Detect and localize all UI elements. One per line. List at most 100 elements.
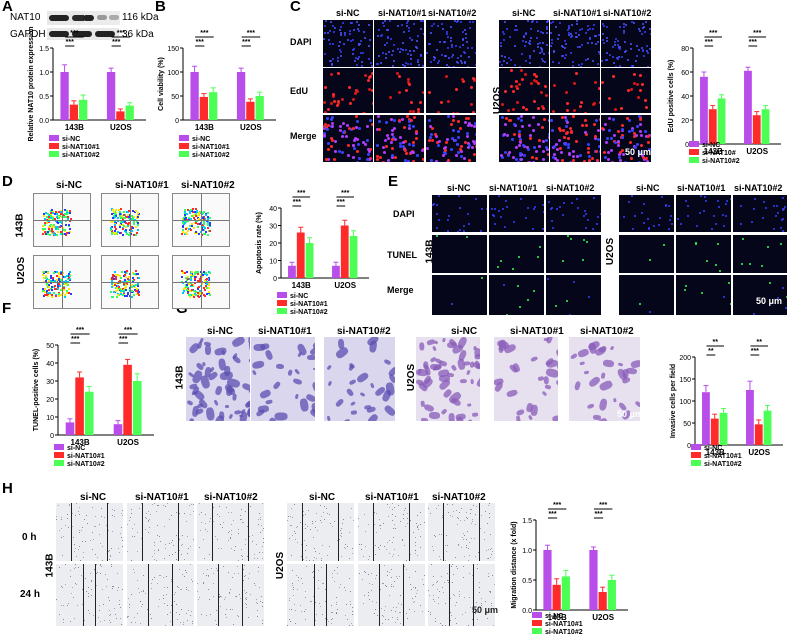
sig-label: *** — [297, 190, 305, 197]
legend-swatch — [179, 135, 189, 141]
legend-label: si-NC — [702, 142, 720, 149]
legend-swatch — [691, 460, 701, 466]
wound-tile-1-1-0 — [358, 503, 425, 561]
sig-label: *** — [753, 30, 761, 37]
g-col-n2-u2os: si-NAT10#2 — [580, 326, 634, 337]
c-col-nc-143b: si-NC — [336, 8, 360, 18]
y-tick-label: 0.0 — [39, 118, 49, 125]
y-tick-label: 50 — [46, 343, 54, 350]
y-tick-label: 100 — [679, 399, 691, 406]
wound-tile-0-2-1 — [197, 564, 264, 626]
bar — [75, 377, 84, 435]
sig-label: *** — [117, 30, 125, 37]
legend-label: si-NC — [62, 136, 80, 143]
y-tick-label: 0.0 — [522, 608, 532, 615]
h-col-n1-143b: si-NAT10#1 — [135, 492, 189, 503]
y-axis-label: Apoptosis rate (%) — [256, 212, 263, 274]
bar — [288, 265, 296, 278]
sig-label: *** — [119, 336, 127, 343]
e-col-n1-143b: si-NAT10#1 — [489, 183, 538, 193]
y-tick-label: 50 — [683, 421, 691, 428]
y-tick-label: 0.5 — [39, 94, 49, 101]
legend-swatch — [689, 149, 699, 155]
legend-label: si-NAT10#2 — [290, 309, 328, 316]
sig-label: *** — [66, 39, 74, 46]
sig-label: *** — [337, 199, 345, 206]
x-tick-label: 143B — [548, 613, 567, 622]
transwell-tile-0-2 — [324, 337, 395, 421]
bar — [79, 99, 88, 120]
g-col-nc-u2os: si-NC — [451, 326, 478, 337]
c-row-dapi: DAPI — [290, 37, 312, 47]
legend-swatch — [49, 143, 59, 149]
bar — [719, 412, 728, 445]
bar — [340, 225, 349, 278]
sig-label: *** — [70, 30, 78, 37]
bar — [717, 98, 726, 144]
transwell-tile-1-2 — [569, 337, 640, 421]
legend-label: si-NAT10#2 — [62, 152, 100, 159]
wound-tile-0-0-0 — [56, 503, 123, 561]
tunel-tile-0-1-2 — [489, 275, 544, 315]
y-axis-label: Invasive cells per field — [670, 364, 677, 438]
sig-label: ** — [708, 348, 714, 355]
x-tick-label: U2OS — [592, 613, 614, 622]
wound-tile-1-1-1 — [358, 564, 425, 626]
x-tick-label: U2OS — [240, 123, 262, 132]
x-tick-label: 143B — [195, 123, 214, 132]
bar — [65, 422, 75, 435]
panel-label-d: D — [2, 173, 13, 190]
edu-tile-dapi-0-0 — [323, 20, 373, 67]
sig-label: *** — [76, 327, 84, 334]
bar — [116, 111, 125, 120]
h-col-n2-u2os: si-NAT10#2 — [432, 492, 486, 503]
e-col-nc-143b: si-NC — [447, 183, 471, 193]
y-tick-label: 0.5 — [522, 578, 532, 585]
sig-label: *** — [709, 30, 717, 37]
flow-plot — [33, 255, 91, 309]
edu-tile-merge-1-2 — [601, 115, 651, 162]
d-col-nc: si-NC — [56, 180, 83, 191]
bar — [190, 72, 199, 120]
legend-label: si-NAT10#1 — [704, 453, 742, 460]
tunel-tile-1-0-2 — [619, 275, 674, 315]
legend-swatch — [54, 460, 64, 466]
bar — [332, 265, 340, 278]
tunel-tile-0-1-1 — [489, 235, 544, 273]
bar — [349, 236, 358, 278]
sig-label: *** — [553, 502, 561, 509]
sig-label: *** — [200, 30, 208, 37]
legend-label: si-NAT10#1 — [67, 453, 105, 460]
y-tick-label: 1.5 — [522, 518, 532, 525]
edu-tile-merge-0-1 — [374, 115, 424, 162]
bar — [589, 550, 598, 610]
legend-swatch — [689, 141, 699, 147]
legend-label: si-NAT10#1 — [62, 144, 100, 151]
h-row-0h: 0 h — [22, 532, 37, 543]
legend-swatch — [54, 452, 64, 458]
bar — [296, 232, 305, 278]
legend-swatch — [532, 612, 542, 618]
legend-label: si-NAT10#1 — [545, 621, 583, 628]
sig-label: *** — [71, 336, 79, 343]
sig-label: *** — [341, 190, 349, 197]
legend-label: si-NAT10#1 — [192, 144, 230, 151]
tunel-tile-1-2-0 — [733, 195, 787, 232]
bar — [123, 364, 132, 435]
panel-label-h: H — [2, 480, 13, 497]
bar — [552, 584, 561, 610]
y-tick-label: 40 — [681, 94, 689, 101]
legend-label: si-NAT10#2 — [192, 152, 230, 159]
y-tick-label: 150 — [679, 377, 691, 384]
legend-label: si-NAT10#2 — [702, 158, 740, 165]
wound-tile-1-2-0 — [428, 503, 495, 561]
c-col-n1-143b: si-NAT10#1 — [378, 8, 427, 18]
tunel-tile-0-2-1 — [546, 235, 601, 273]
legend-label: si-NAT10#2 — [67, 461, 105, 468]
c-row-merge: Merge — [290, 131, 317, 141]
bar — [305, 243, 314, 278]
legend-label: si-NC — [192, 136, 210, 143]
